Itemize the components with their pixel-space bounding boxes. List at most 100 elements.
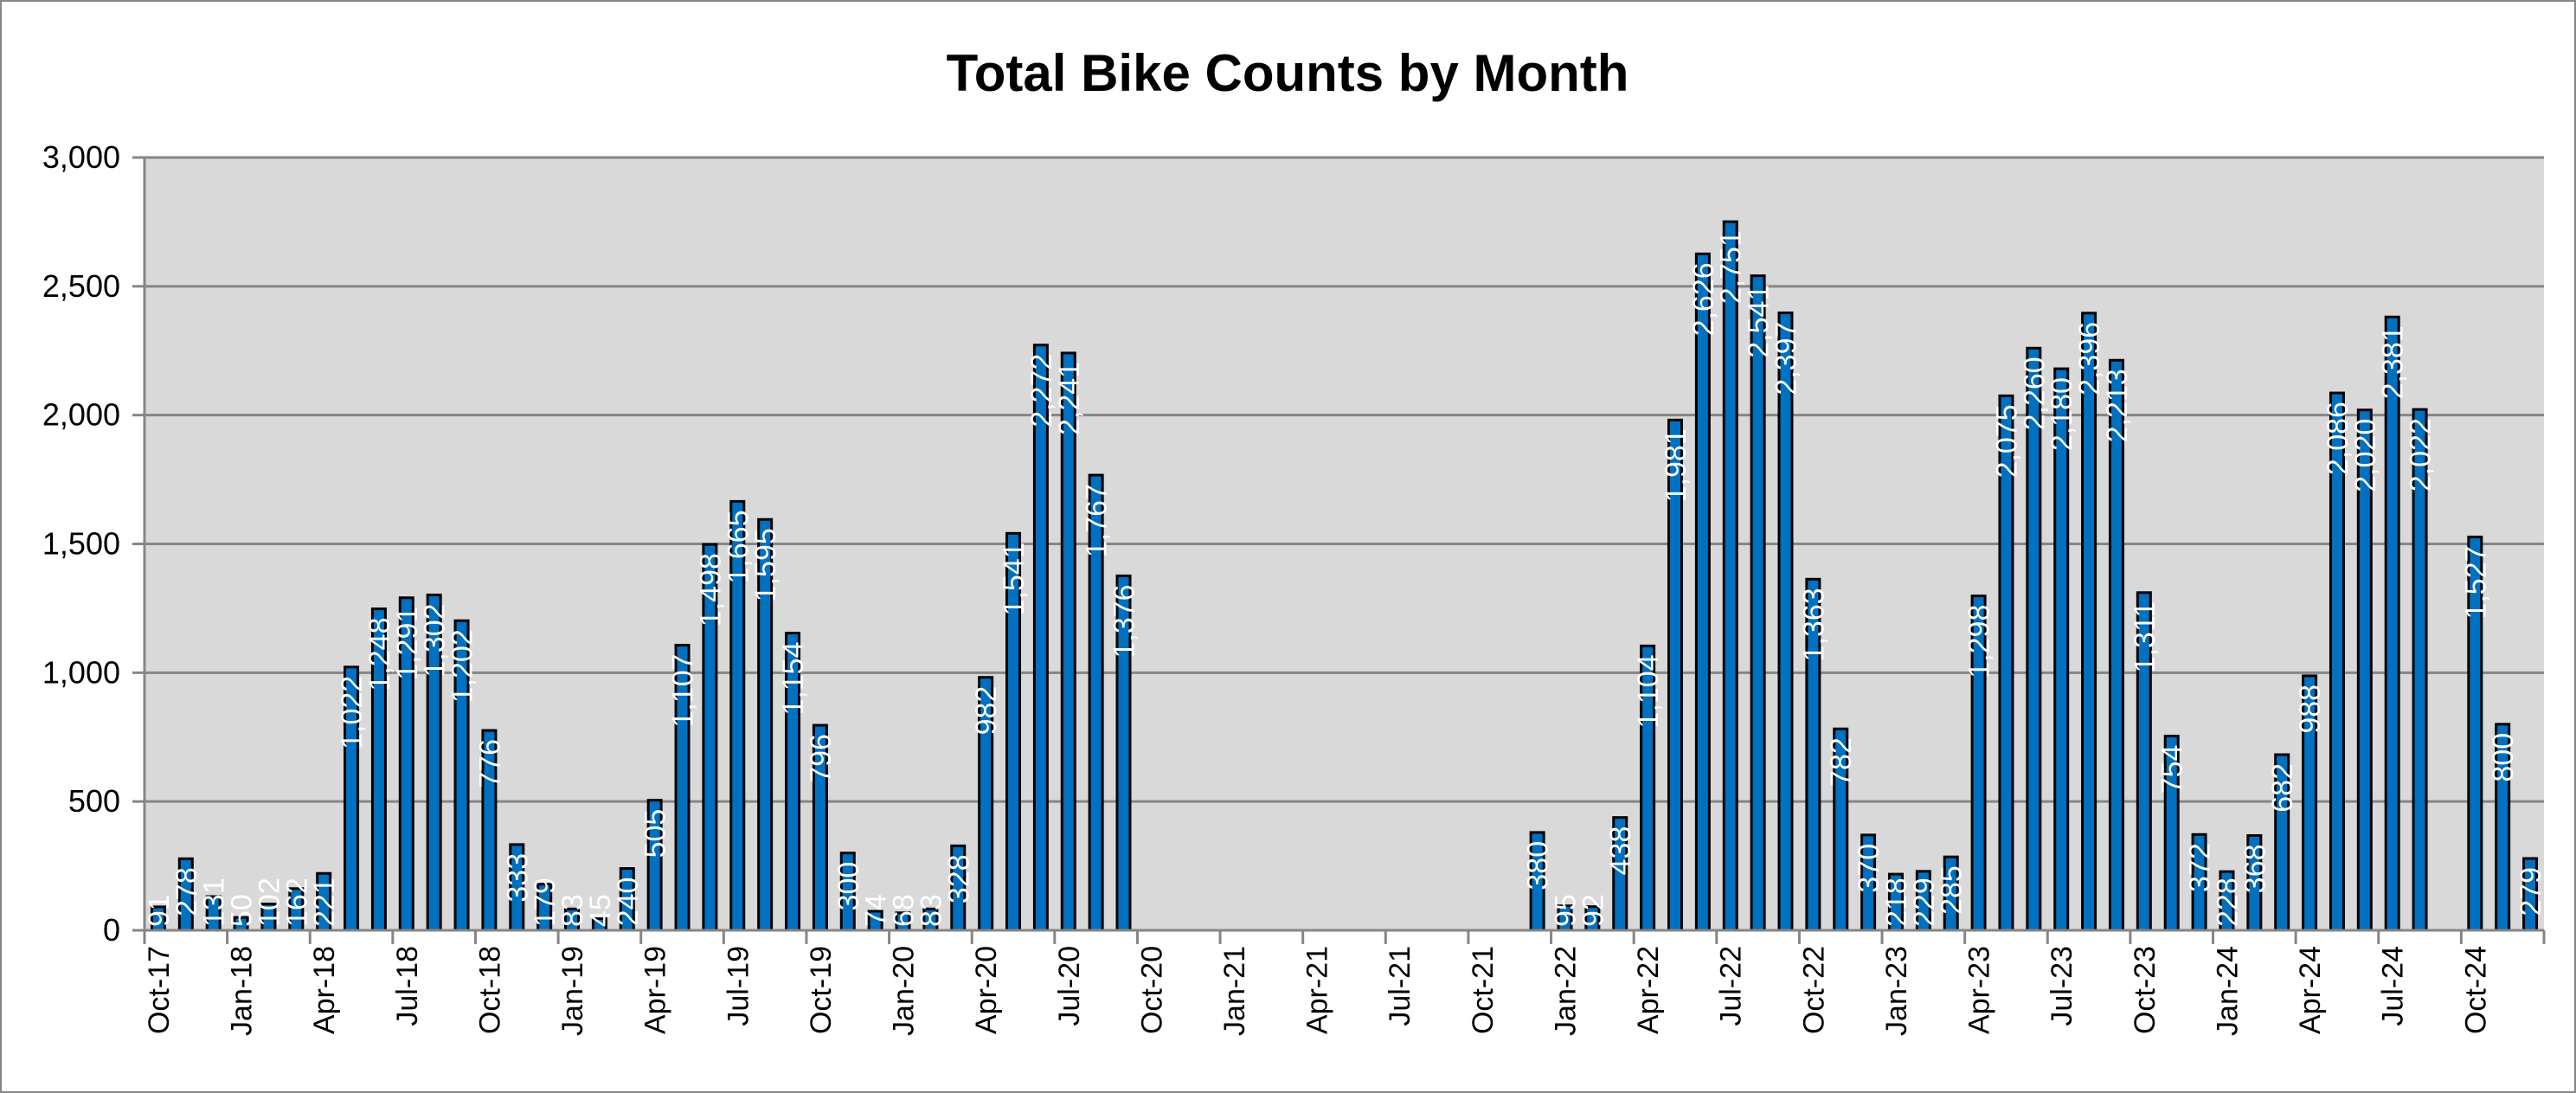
data-label: 300: [832, 862, 865, 911]
x-tick-label: Jan-22: [1549, 946, 1582, 1036]
data-label: 68: [888, 894, 921, 927]
data-label: 83: [556, 894, 589, 927]
data-label: 1,291: [391, 607, 424, 680]
y-tick-label: 0: [103, 912, 120, 948]
data-label: 95: [1549, 894, 1582, 927]
x-tick-label: Jan-24: [2211, 946, 2244, 1036]
data-label: 333: [501, 853, 534, 903]
data-label: 1,104: [1632, 654, 1665, 728]
x-tick-label: Jan-20: [888, 946, 921, 1036]
data-label: 1,107: [667, 653, 700, 727]
data-label: 1,498: [694, 553, 727, 627]
x-tick-label: Jan-19: [556, 946, 589, 1036]
data-label: 1,248: [363, 618, 396, 691]
data-label: 1,527: [2459, 545, 2492, 619]
x-tick-label: Oct-20: [1135, 946, 1168, 1034]
data-label: 2,086: [2322, 402, 2354, 475]
data-label: 1,154: [777, 641, 810, 715]
data-label: 982: [970, 686, 1003, 736]
x-tick-label: Jul-21: [1384, 946, 1416, 1026]
data-label: 2,020: [2349, 419, 2382, 492]
chart-title: Total Bike Counts by Month: [947, 44, 1629, 102]
x-tick-label: Oct-23: [2129, 946, 2162, 1034]
x-tick-label: Apr-19: [639, 946, 672, 1034]
data-label: 221: [308, 878, 341, 927]
x-tick-label: Jul-20: [1053, 946, 1086, 1026]
bar: [2053, 367, 2070, 932]
data-label: 2,626: [1687, 262, 1720, 336]
data-label: 45: [584, 894, 617, 927]
data-label: 1,665: [722, 510, 755, 583]
data-label: 1,541: [998, 542, 1031, 615]
data-label: 682: [2266, 763, 2299, 813]
x-tick-label: Oct-22: [1797, 946, 1830, 1034]
bar: [1694, 252, 1711, 932]
data-label: 1,376: [1108, 584, 1141, 658]
data-label: 368: [2239, 844, 2271, 893]
data-label: 102: [253, 878, 286, 927]
data-label: 2,260: [2018, 357, 2051, 430]
data-label: 131: [198, 878, 231, 927]
bar: [1722, 220, 1738, 932]
data-label: 1,302: [419, 603, 452, 677]
data-label: 1,981: [1660, 428, 1693, 502]
data-label: 179: [529, 878, 562, 927]
data-label: 229: [1908, 878, 1941, 927]
data-label: 800: [2487, 733, 2520, 782]
data-label: 2,213: [2101, 369, 2134, 442]
data-label: 370: [1853, 844, 1885, 893]
data-label: 754: [2156, 745, 2189, 794]
data-label: 1,363: [1797, 588, 1830, 661]
data-label: 796: [805, 734, 838, 783]
data-label: 228: [2211, 878, 2244, 927]
y-tick-label: 3,000: [42, 139, 120, 175]
data-label: 92: [1577, 894, 1609, 927]
data-label: 2,022: [2405, 418, 2438, 492]
data-label: 240: [612, 878, 645, 927]
x-tick-label: Oct-21: [1467, 946, 1500, 1034]
bar: [1060, 351, 1076, 932]
y-tick-label: 2,000: [42, 397, 120, 433]
y-tick-label: 2,500: [42, 268, 120, 304]
data-label: 438: [1604, 826, 1637, 876]
data-label: 782: [1825, 737, 1858, 787]
bar: [1032, 344, 1049, 932]
x-tick-label: Jul-18: [391, 946, 424, 1026]
y-tick-label: 1,000: [42, 654, 120, 690]
bar: [1750, 274, 1766, 932]
x-tick-label: Apr-20: [970, 946, 1003, 1034]
x-tick-label: Apr-18: [308, 946, 341, 1034]
data-label: 372: [2184, 843, 2217, 892]
data-label: 2,397: [1770, 321, 1802, 395]
data-label: 50: [226, 894, 259, 927]
data-label: 380: [1522, 841, 1555, 890]
data-label: 988: [2294, 685, 2327, 734]
bar: [2081, 312, 2097, 932]
bar: [2384, 315, 2400, 932]
x-tick-label: Jan-23: [1880, 946, 1913, 1036]
data-label: 278: [170, 867, 203, 916]
x-tick-label: Apr-23: [1963, 946, 1996, 1034]
data-label: 2,075: [1990, 404, 2023, 478]
x-tick-label: Apr-22: [1632, 946, 1665, 1034]
data-label: 2,751: [1715, 230, 1748, 304]
data-label: 776: [473, 739, 506, 788]
data-label: 2,396: [2073, 322, 2106, 395]
y-tick-label: 500: [68, 783, 120, 819]
x-tick-label: Jul-22: [1715, 946, 1748, 1026]
bar: [1777, 311, 1794, 932]
x-tick-label: Apr-24: [2294, 946, 2327, 1034]
data-label: 1,767: [1081, 484, 1114, 557]
x-tick-label: Jul-24: [2377, 946, 2410, 1026]
data-label: 2,381: [2377, 325, 2410, 399]
x-tick-label: Apr-21: [1301, 946, 1334, 1034]
bar: [2026, 346, 2042, 932]
x-tick-label: Oct-18: [473, 946, 506, 1034]
data-labels: 91278131501021622211,0221,2481,2911,3021…: [143, 230, 2547, 927]
data-label: 1,298: [1963, 605, 1996, 678]
data-label: 218: [1880, 878, 1913, 927]
data-label: 1,311: [2129, 601, 2162, 673]
data-label: 328: [942, 854, 975, 903]
data-label: 1,022: [336, 676, 369, 749]
